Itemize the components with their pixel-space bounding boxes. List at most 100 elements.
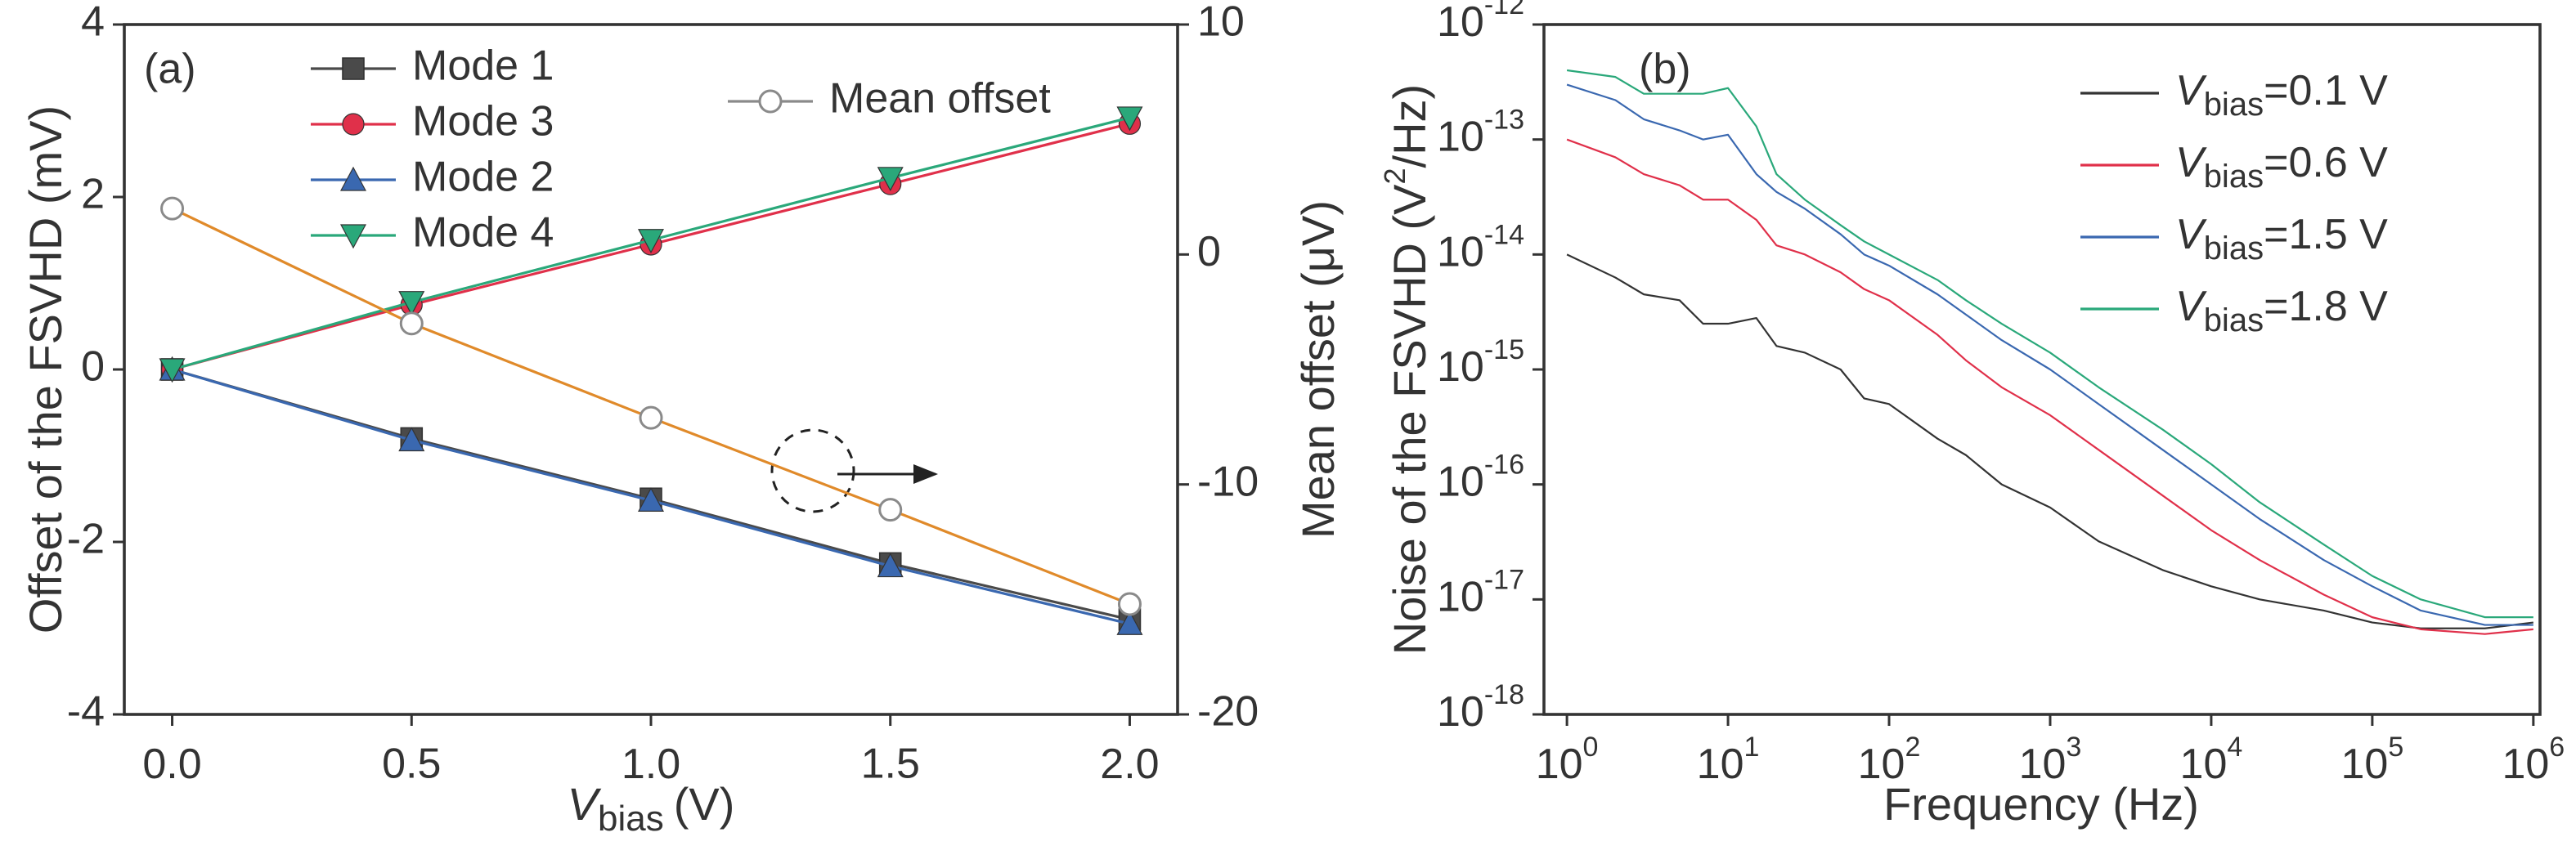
x-tick-label: 105 <box>2341 732 2404 788</box>
x-tick-label: 101 <box>1697 732 1760 788</box>
legend-label: Vbias=1.8 V <box>2175 283 2388 338</box>
y-tick-label-exponent: -15 <box>1484 334 1524 365</box>
x-tick-label-base: 0.0 <box>142 741 201 788</box>
marker <box>878 498 903 522</box>
y-tick-label-exponent: -16 <box>1484 450 1524 481</box>
x-tick-label-base: 10 <box>2341 741 2389 788</box>
y-axis-text: Noise of the FSVHD (V <box>1384 184 1435 655</box>
legend-label: Vbias=0.1 V <box>2175 67 2388 123</box>
legend-label: Vbias=1.5 V <box>2175 211 2388 266</box>
y-tick-label: 10-16 <box>1437 450 1524 506</box>
y-tick-label: -4 <box>67 688 105 736</box>
legend-text: =0.1 V <box>2264 67 2388 114</box>
y-axis-rest: /Hz) <box>1384 84 1435 168</box>
legend-symbol: V <box>2175 211 2207 258</box>
y-axis-title: Noise of the FSVHD (V2/Hz) <box>1378 84 1435 655</box>
marker <box>1116 106 1143 132</box>
x-axis-title: Vbias (V) <box>568 778 735 839</box>
marker <box>639 405 663 430</box>
y-tick-label: -2 <box>67 516 105 563</box>
x-tick-label: 1.0 <box>622 741 680 788</box>
x-tick-label-base: 1.0 <box>622 741 680 788</box>
y-tick-label: 10-17 <box>1437 564 1524 620</box>
y-tick-label-exponent: -18 <box>1484 679 1524 710</box>
marker <box>159 358 186 383</box>
x-tick-label-exponent: 5 <box>2388 732 2403 763</box>
y-tick-label: 10-15 <box>1437 334 1524 391</box>
y-tick-label: 10-14 <box>1437 219 1524 275</box>
x-tick-label: 102 <box>1858 732 1921 788</box>
marker <box>877 167 904 192</box>
marker <box>398 427 425 452</box>
y-tick-label: 10-12 <box>1437 0 1524 46</box>
y-axis-title: Offset of the FSVHD (mV) <box>20 105 71 633</box>
marker <box>637 487 665 512</box>
marker <box>339 166 367 191</box>
y-tick-label-base: 10 <box>1437 0 1484 46</box>
marker <box>342 57 365 80</box>
marker <box>398 291 425 316</box>
legend-label: Mean offset <box>829 75 1051 123</box>
y-tick-label: 10-18 <box>1437 679 1524 736</box>
x-tick-label: 106 <box>2502 732 2565 788</box>
legend-subscript: bias <box>2204 87 2264 123</box>
marker <box>1117 592 1142 616</box>
legend-label: Mode 2 <box>412 154 554 201</box>
series-line <box>1566 69 2533 619</box>
x-tick-label-exponent: 3 <box>2066 732 2081 763</box>
plot-frame <box>123 23 1179 716</box>
marker <box>758 89 783 114</box>
y-tick-label-base: 10 <box>1437 343 1484 391</box>
panel-label: (a) <box>144 46 196 93</box>
x-tick-label: 104 <box>2180 732 2243 788</box>
y-tick-label: 10-13 <box>1437 105 1524 161</box>
y-tick-label-exponent: -13 <box>1484 105 1524 136</box>
marker <box>1116 610 1143 635</box>
y-tick-label-exponent: -12 <box>1484 0 1524 20</box>
legend-text: =1.8 V <box>2264 283 2388 330</box>
marker <box>342 113 365 136</box>
series-line <box>1566 83 2533 626</box>
legend-symbol: V <box>2175 139 2207 186</box>
x-tick-label-exponent: 1 <box>1744 732 1760 763</box>
y-tick-label: 2 <box>81 171 105 218</box>
legend-subscript: bias <box>2204 231 2264 266</box>
y-tick-label-base: 10 <box>1437 458 1484 505</box>
marker <box>399 311 424 336</box>
legend-label: Mode 3 <box>412 98 554 145</box>
y2-tick-label: 10 <box>1197 0 1245 46</box>
y2-tick-label: -10 <box>1197 458 1259 505</box>
x-tick-label: 100 <box>1536 732 1599 788</box>
x-tick-label: 2.0 <box>1100 741 1159 788</box>
x-tick-label: 1.5 <box>861 741 920 788</box>
legend-text: =0.6 V <box>2264 139 2388 186</box>
x-tick-label: 0.0 <box>142 741 201 788</box>
legend-label: Mode 4 <box>412 209 554 257</box>
series-line <box>1566 253 2533 629</box>
annotation-circle <box>770 428 855 513</box>
y2-tick-label: 0 <box>1197 228 1221 275</box>
legend-subscript: bias <box>2204 159 2264 195</box>
x-axis-title: Frequency (Hz) <box>1883 778 2199 830</box>
x-axis-unit: (V) <box>674 778 735 830</box>
legend-symbol: V <box>2175 283 2207 330</box>
x-tick-label-exponent: 4 <box>2227 732 2242 763</box>
x-tick-label-exponent: 0 <box>1583 732 1599 763</box>
legend-subscript: bias <box>2204 302 2264 338</box>
x-tick-label: 0.5 <box>382 741 441 788</box>
x-tick-label-base: 2.0 <box>1100 741 1159 788</box>
series-line <box>1566 138 2533 635</box>
x-tick-label-base: 10 <box>1858 741 1905 788</box>
marker <box>877 553 904 578</box>
x-tick-label-base: 10 <box>2180 741 2228 788</box>
y-tick-label-base: 10 <box>1437 113 1484 160</box>
marker <box>637 229 665 254</box>
x-axis-symbol: V <box>568 778 602 830</box>
marker <box>339 224 367 249</box>
panel-label: (b) <box>1639 46 1691 93</box>
legend-label: Vbias=0.6 V <box>2175 139 2388 195</box>
x-tick-label: 103 <box>2019 732 2082 788</box>
y-tick-label-exponent: -14 <box>1484 219 1524 250</box>
y-axis-superscript: 2 <box>1378 168 1411 184</box>
